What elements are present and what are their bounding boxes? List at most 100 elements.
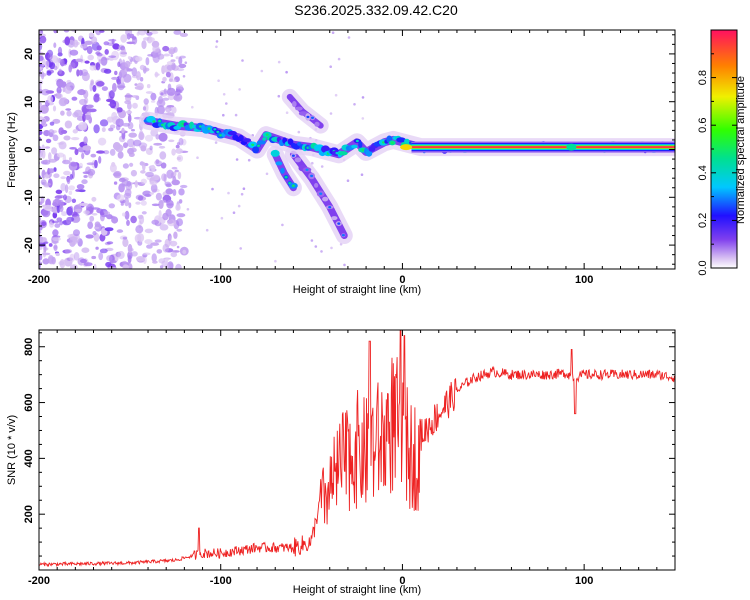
noise-blob	[168, 139, 175, 143]
noise-blob	[166, 169, 174, 179]
noise-blob	[102, 150, 110, 155]
noise-blob	[64, 86, 72, 94]
noise-blob	[130, 215, 137, 224]
noise-blob	[126, 66, 130, 72]
noise-blob	[330, 246, 333, 250]
upper-branch	[281, 88, 329, 134]
carrier-blob	[566, 143, 577, 151]
noise-blob	[66, 176, 71, 185]
noise-blob	[60, 129, 68, 134]
noise-blob	[169, 262, 174, 269]
noise-blob	[58, 261, 65, 266]
trace-blob	[242, 138, 251, 143]
noise-blob	[48, 152, 52, 161]
noise-blob	[108, 103, 116, 107]
noise-blob	[83, 175, 88, 178]
noise-blob	[165, 71, 171, 78]
noise-blob	[80, 43, 88, 49]
noise-blob	[145, 91, 153, 94]
noise-blob	[135, 225, 144, 234]
trace-blob	[286, 94, 293, 100]
trace-blob	[207, 127, 211, 130]
noise-blob	[151, 253, 157, 263]
noise-blob	[75, 58, 84, 63]
noise-blob	[79, 98, 87, 106]
noise-blob	[39, 35, 47, 44]
noise-blob	[122, 236, 128, 240]
noise-blob	[35, 199, 39, 204]
noise-blob	[69, 205, 73, 211]
carrier-line	[400, 141, 675, 153]
noise-blob	[227, 191, 230, 195]
noise-blob	[27, 168, 35, 172]
noise-blob	[127, 56, 132, 60]
noise-blob	[47, 53, 53, 60]
noise-blob	[112, 43, 120, 50]
trace-blob	[314, 121, 320, 127]
noise-blob	[27, 154, 33, 158]
noise-blob	[41, 118, 46, 127]
noise-blob	[297, 130, 301, 134]
noise-blob	[94, 226, 100, 230]
noise-blob	[81, 69, 88, 77]
noise-blob	[211, 187, 214, 191]
noise-blob	[361, 96, 365, 99]
noise-blob	[150, 100, 156, 103]
noise-blob	[155, 192, 162, 201]
noise-blob	[126, 219, 130, 226]
noise-blob	[158, 145, 166, 149]
noise-blob	[162, 45, 170, 52]
noise-blob	[52, 229, 59, 237]
noise-blob	[113, 181, 118, 185]
noise-blob	[78, 122, 87, 131]
noise-blob	[52, 198, 62, 206]
noise-blob	[47, 95, 54, 104]
steep-branch	[266, 145, 302, 197]
noise-blob	[29, 135, 36, 143]
noise-blob	[97, 137, 107, 146]
colorbar-tick-label: 0.4	[697, 165, 709, 180]
noise-blob	[78, 69, 83, 76]
y-tick-label: -10	[23, 189, 35, 205]
noise-blob	[144, 239, 153, 245]
noise-blob	[135, 71, 141, 81]
x-tick-label: 100	[575, 274, 593, 286]
noise-blob	[56, 57, 60, 63]
snr-panel: -200 -100 0 100 200 400 600 800 Height of strai…	[6, 329, 676, 596]
noise-blob	[184, 61, 188, 64]
noise-blob	[232, 211, 236, 214]
noise-blob	[71, 198, 77, 203]
noise-blob	[178, 199, 183, 204]
trace-blob	[382, 141, 385, 144]
trace-blob	[396, 137, 406, 143]
noise-blob	[149, 192, 154, 195]
noise-blob	[39, 236, 45, 244]
noise-blob	[106, 241, 114, 245]
noise-blob	[178, 188, 185, 196]
noise-blob	[39, 175, 40, 178]
noise-blob	[128, 202, 132, 209]
noise-blob	[137, 195, 144, 201]
noise-blob	[70, 162, 78, 167]
noise-blob	[39, 141, 40, 145]
trace-blob	[216, 130, 220, 134]
noise-blob	[52, 118, 61, 124]
noise-blob	[39, 230, 42, 234]
trace-blob	[291, 154, 295, 157]
noise-blob	[64, 184, 69, 194]
trace-blob	[284, 176, 288, 179]
noise-blob	[158, 258, 166, 264]
noise-blob	[74, 149, 78, 155]
trace-blob	[331, 216, 338, 221]
noise-blob	[39, 130, 43, 136]
noise-blob	[140, 178, 147, 185]
noise-blob	[39, 149, 43, 159]
spectrogram-content	[27, 30, 675, 269]
noise-blob	[61, 211, 68, 217]
noise-blob	[112, 172, 121, 177]
trace-blob	[257, 140, 266, 145]
noise-blob	[346, 179, 350, 182]
noise-blob	[158, 132, 168, 142]
y-tick-label: 10	[23, 96, 35, 108]
noise-blob	[108, 127, 114, 132]
